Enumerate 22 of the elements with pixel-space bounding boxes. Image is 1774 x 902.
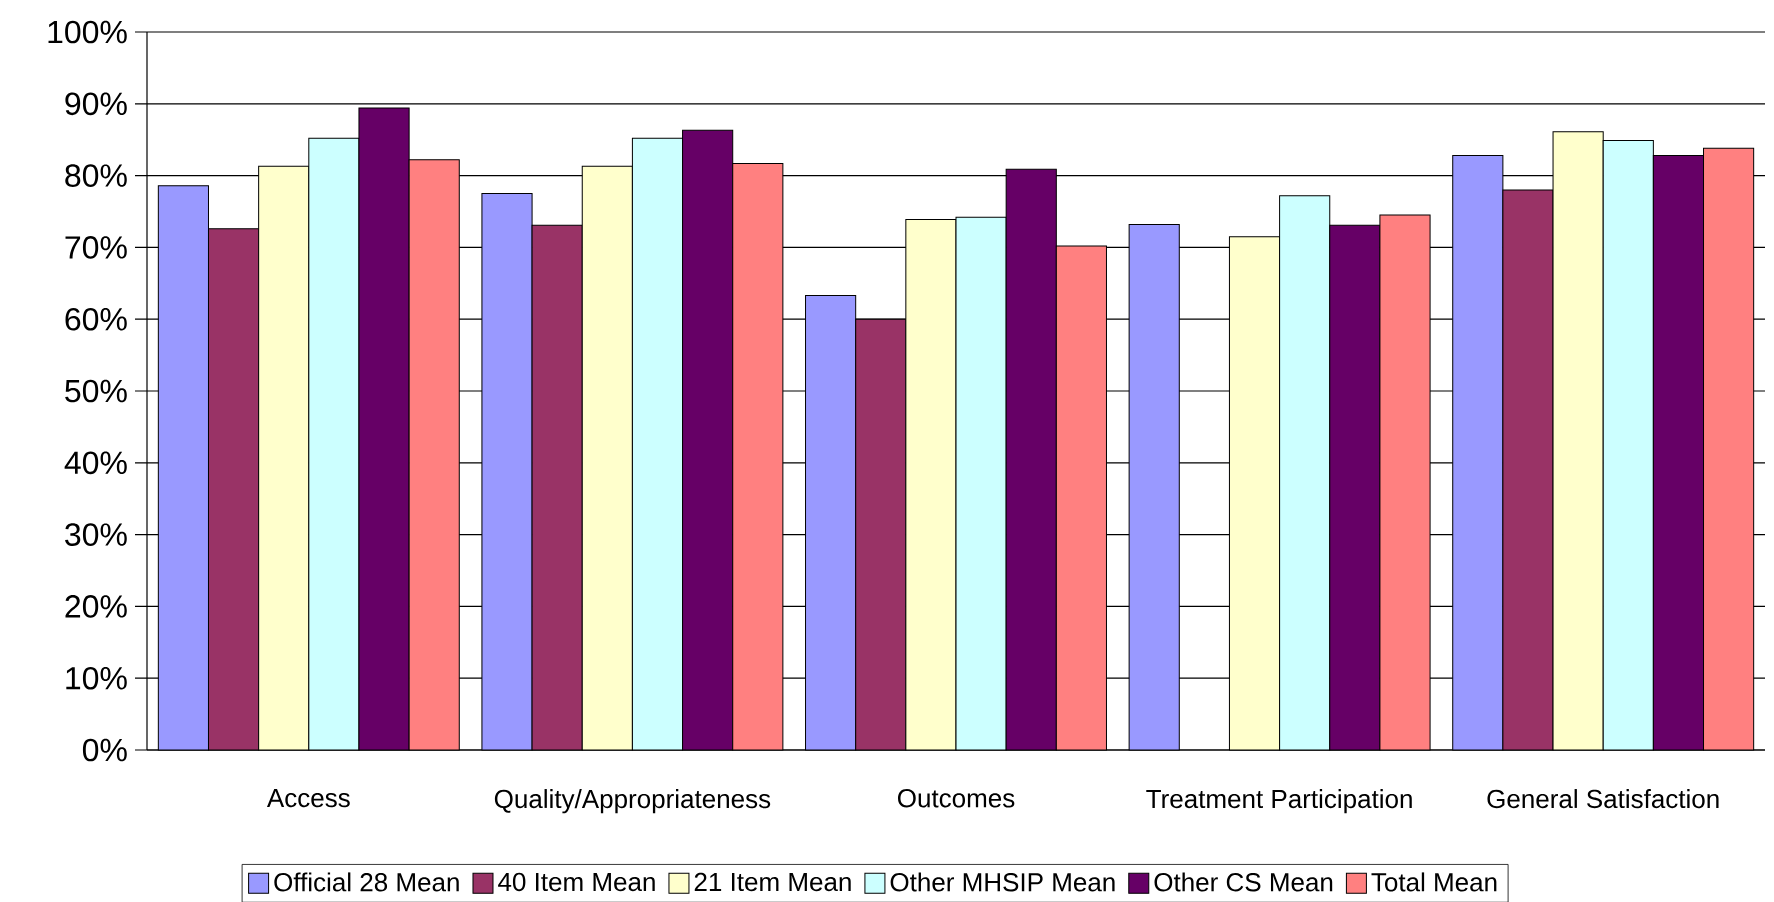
y-tick-label: 100% xyxy=(48,20,127,44)
y-tick-label: 20% xyxy=(65,595,127,618)
legend-label: Other CS Mean xyxy=(1154,872,1333,892)
y-tick-label: 30% xyxy=(65,523,127,546)
y-tick-label: 10% xyxy=(66,666,127,690)
x-tick-label: Treatment Participation xyxy=(1146,789,1412,814)
x-tick-label: Access xyxy=(266,789,350,808)
legend-label: 21 Item Mean xyxy=(694,872,851,892)
x-tick-label: Outcomes xyxy=(897,789,1015,808)
y-tick-label: 70% xyxy=(65,236,127,259)
y-tick-label: 50% xyxy=(65,379,127,403)
x-tick-label: General Satisfaction xyxy=(1487,789,1719,809)
y-tick-label: 90% xyxy=(65,92,127,116)
x-tick-label: Quality/Appropriateness xyxy=(494,789,771,814)
legend-label: Total Mean xyxy=(1371,872,1497,892)
legend-label: Official 28 Mean xyxy=(274,872,459,892)
y-tick-label: 0% xyxy=(82,738,127,762)
y-tick-label: 60% xyxy=(65,307,127,331)
legend-label: 40 Item Mean xyxy=(498,872,655,892)
y-tick-label: 40% xyxy=(64,451,127,475)
legend-label: Other MHSIP Mean xyxy=(890,872,1115,892)
y-tick-label: 80% xyxy=(65,164,127,187)
